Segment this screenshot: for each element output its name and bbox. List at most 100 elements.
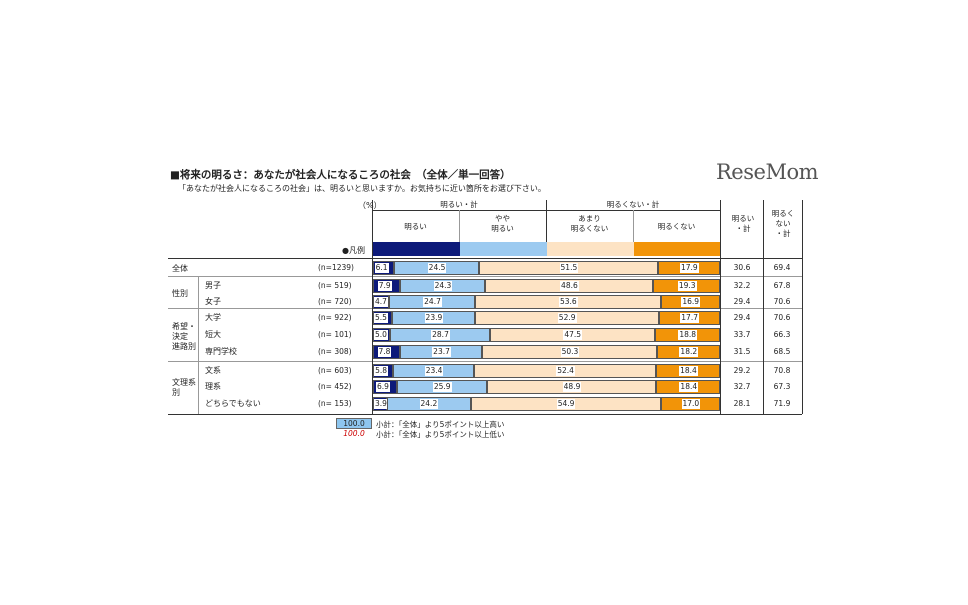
group-label-total: 全体 <box>172 264 188 273</box>
legend-swatch-not-very-bright <box>547 242 634 256</box>
bright-total-value: 29.2 <box>733 366 751 375</box>
bar-value-label: 52.9 <box>557 313 577 323</box>
bar-value-label: 54.9 <box>556 399 576 409</box>
cat-somewhat-bright-header: やや 明るい <box>491 214 514 233</box>
legend-swatch-not-bright <box>634 242 720 256</box>
dark-total-value: 71.9 <box>773 399 791 408</box>
bar-value-label: 24.2 <box>419 399 439 409</box>
row-label: 専門学校 <box>205 347 237 356</box>
bar-value-label: 24.5 <box>427 263 447 273</box>
dark-total-value: 70.8 <box>773 366 791 375</box>
row-n-label: (n= 922) <box>318 313 352 322</box>
header-bottom-rule <box>168 258 802 259</box>
bar-value-label: 18.4 <box>679 382 699 392</box>
plot-left-border <box>372 200 373 414</box>
legend-label: ●凡例 <box>342 246 365 255</box>
bar-value-label: 25.9 <box>432 382 452 392</box>
row-label: 男子 <box>205 281 221 290</box>
row-n-label: (n= 153) <box>318 399 352 408</box>
bar-value-label: 7.9 <box>377 281 392 291</box>
bright-total-value: 33.7 <box>733 330 751 339</box>
table-right-border <box>802 200 803 414</box>
bright-total-value: 31.5 <box>733 347 751 356</box>
bar-value-label: 47.5 <box>563 330 583 340</box>
bar-value-label: 5.8 <box>374 366 388 376</box>
bar-value-label: 53.6 <box>559 297 578 307</box>
bar-value-label: 18.4 <box>679 366 698 376</box>
legend-swatch-bright <box>373 242 460 256</box>
dark-total-value: 67.8 <box>773 281 791 290</box>
table-bottom-rule <box>168 414 802 415</box>
bar-value-label: 17.0 <box>681 399 701 409</box>
row-label: どちらでもない <box>205 399 261 408</box>
row-n-label: (n= 603) <box>318 366 352 375</box>
footnote-high-text: 小計：「全体」より5ポイント以上高い <box>376 420 505 429</box>
sum-dark-header: 明るく ない ・計 <box>771 209 795 238</box>
bar-value-label: 6.9 <box>375 382 390 392</box>
bright-total-value: 29.4 <box>733 297 751 306</box>
bar-value-label: 17.9 <box>679 263 699 273</box>
group-bright-header: 明るい・計 <box>440 200 478 209</box>
row-divider <box>168 361 802 362</box>
cat-not-bright-header: 明るくない <box>657 222 696 231</box>
row-n-label: (n= 519) <box>318 281 352 290</box>
question-text: 「あなたが社会人になるころの社会」は、明るいと思いますか。お気持ちに近い箇所をお… <box>178 184 546 193</box>
bar-value-label: 48.6 <box>560 281 579 291</box>
sum-bright-header: 明るい ・計 <box>731 214 755 233</box>
bar-value-label: 5.5 <box>374 313 388 323</box>
bright-total-value: 28.1 <box>733 399 751 408</box>
sum-column-divider <box>763 200 764 414</box>
dark-total-value: 67.3 <box>773 382 791 391</box>
resemom-logo: ReseMom <box>716 160 819 184</box>
bar-value-label: 4.7 <box>374 297 388 307</box>
plot-right-border <box>720 200 721 414</box>
footnote-high-swatch: 100.0 <box>336 418 372 429</box>
bar-value-label: 3.9 <box>374 399 388 409</box>
bar-value-label: 17.7 <box>680 313 699 323</box>
bar-value-label: 24.7 <box>423 297 442 307</box>
row-label: 女子 <box>205 297 221 306</box>
row-label: 理系 <box>205 382 221 391</box>
header-cat-divider <box>633 210 634 242</box>
dark-total-value: 66.3 <box>773 330 791 339</box>
bright-total-value: 30.6 <box>733 263 751 272</box>
bar-value-label: 23.7 <box>432 347 451 357</box>
group-label-humanities-science: 文理系 別 <box>172 378 196 397</box>
row-n-label: (n= 720) <box>318 297 352 306</box>
cat-not-very-bright-header: あまり 明るくない <box>570 214 609 233</box>
dark-total-value: 70.6 <box>773 313 791 322</box>
group-dark-header: 明るくない・計 <box>606 200 660 209</box>
legend-swatch-somewhat-bright <box>460 242 547 256</box>
chart-title: ■将来の明るさ：あなたが社会人になるころの社会 （全体／単一回答） <box>170 169 511 181</box>
row-n-label: (n= 308) <box>318 347 352 356</box>
bar-value-label: 50.3 <box>560 347 580 357</box>
group-label-course: 希望・ 決定 進路別 <box>172 322 196 351</box>
header-cat-divider <box>459 210 460 242</box>
footnote-low-value: 100.0 <box>343 429 365 438</box>
cat-bright-header: 明るい <box>404 222 427 231</box>
bright-total-value: 32.7 <box>733 382 751 391</box>
bright-total-value: 29.4 <box>733 313 751 322</box>
bar-value-label: 18.2 <box>679 347 699 357</box>
row-label: 短大 <box>205 330 221 339</box>
row-n-label: (n= 101) <box>318 330 352 339</box>
bar-value-label: 7.8 <box>377 347 392 357</box>
row-n-label: (n=1239) <box>318 263 354 272</box>
bar-value-label: 28.7 <box>431 330 450 340</box>
row-divider <box>168 276 802 277</box>
unit-label: （%） <box>358 201 382 210</box>
bar-value-label: 24.3 <box>433 281 453 291</box>
bar-value-label: 18.8 <box>678 330 698 340</box>
bar-value-label: 5.0 <box>374 330 388 340</box>
group-label-gender: 性別 <box>172 289 188 298</box>
bar-value-label: 48.9 <box>562 382 582 392</box>
header-group-divider <box>546 200 547 242</box>
bar-value-label: 52.4 <box>556 366 575 376</box>
row-label: 大学 <box>205 313 221 322</box>
bar-value-label: 19.3 <box>677 281 697 291</box>
dark-total-value: 69.4 <box>773 263 791 272</box>
row-label: 文系 <box>205 366 221 375</box>
group-label-divider <box>198 276 199 414</box>
bar-value-label: 23.4 <box>424 366 444 376</box>
dark-total-value: 68.5 <box>773 347 791 356</box>
